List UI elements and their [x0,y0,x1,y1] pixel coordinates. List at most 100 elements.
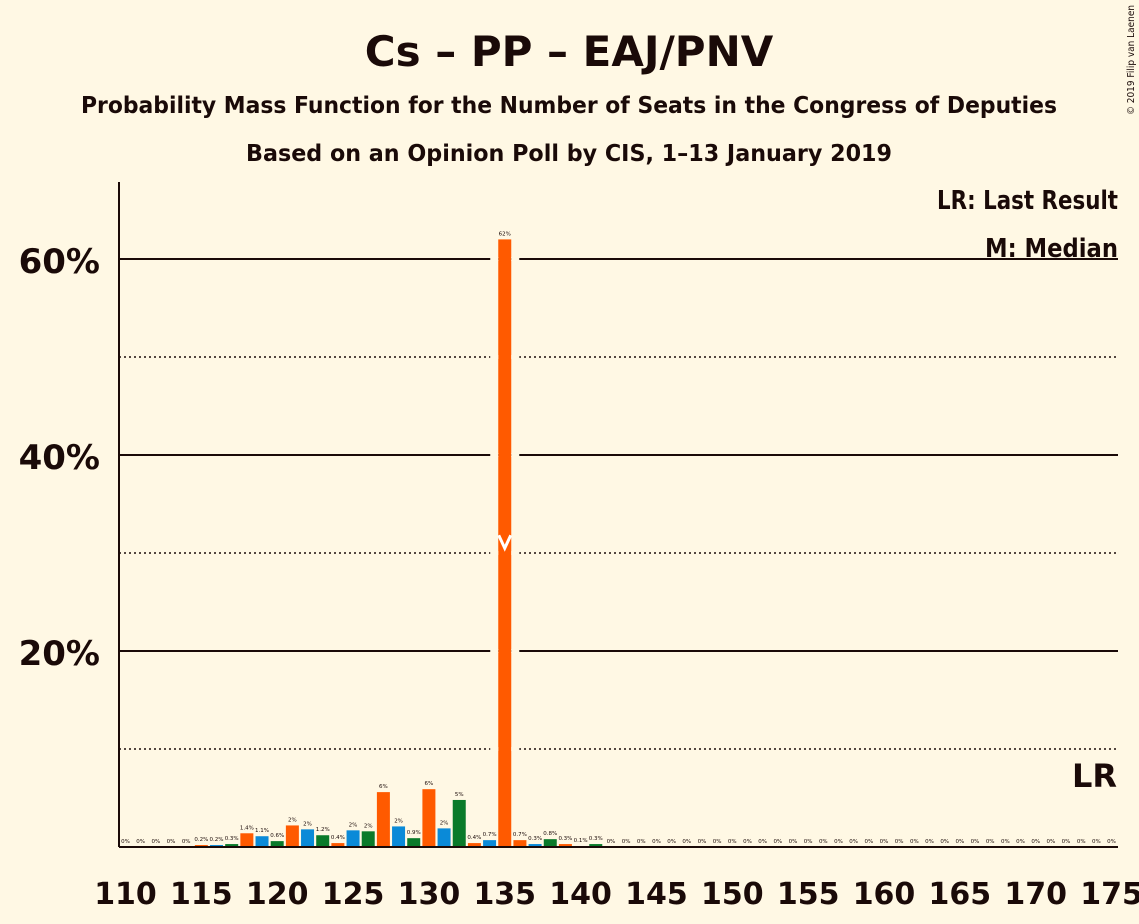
bar-value-label: 0% [1062,839,1071,845]
bar-value-label: 0% [167,839,176,845]
bar-gap [490,355,499,359]
bar-value-label: 0% [834,839,843,845]
bar-value-label: 1.2% [316,827,330,833]
bar-value-label: 0.2% [210,837,224,843]
bar-value-label: 0% [151,839,160,845]
bar [285,825,299,847]
x-tick-label: 125 [322,877,385,912]
bar-gap [490,257,499,261]
bar-value-label: 0% [622,839,631,845]
bar-value-label: 0.7% [513,832,527,838]
bar [528,844,542,847]
bar-value-label: 0% [743,839,752,845]
legend-median: M: Median [985,234,1118,264]
bar-value-label: 0% [804,839,813,845]
bar [392,826,406,847]
bar-value-label: 0% [986,839,995,845]
last-result-marker-label: LR [1072,757,1117,795]
y-tick-label: 60% [19,242,100,282]
bar [467,843,481,847]
bar-gap [511,257,520,261]
x-tick-label: 135 [473,877,536,912]
bar [361,831,375,847]
bar-value-label: 0% [1031,839,1040,845]
bar-gap [490,453,499,457]
bar-gap [511,453,520,457]
x-tick-label: 115 [170,877,233,912]
bar-value-label: 0.3% [589,836,603,842]
x-tick-label: 110 [94,877,157,912]
bar-value-label: 0% [940,839,949,845]
bar-gap [490,747,499,751]
bar-value-label: 0% [1077,839,1086,845]
bar-value-label: 0% [1092,839,1101,845]
bar-value-label: 0.3% [558,836,572,842]
bar-value-label: 0.1% [574,838,588,844]
bar-value-label: 0% [955,839,964,845]
gridlines [119,258,1118,750]
x-tick-label: 170 [1004,877,1067,912]
bar-gap [511,747,520,751]
bar-gap [511,649,520,653]
bar [270,841,284,847]
bar-value-label: 0% [136,839,145,845]
copyright-notice: © 2019 Filip van Laenen [1126,5,1137,115]
bar-gap [511,551,520,555]
x-tick-label: 175 [1080,877,1139,912]
bar-value-label: 0% [849,839,858,845]
bar-value-label: 6% [379,784,388,790]
chart-source: Based on an Opinion Poll by CIS, 1–13 Ja… [246,141,892,167]
bar [437,828,451,847]
bar-value-label: 0.9% [407,830,421,836]
bar-value-label: 0.3% [225,836,239,842]
bar-value-label: 1.1% [255,828,269,834]
x-tick-label: 160 [853,877,916,912]
bar-gap [490,649,499,653]
bar-value-label: 2% [303,821,312,827]
y-tick-label: 40% [19,438,100,478]
bar-value-label: 0.7% [483,832,497,838]
bar [589,844,603,847]
x-tick-label: 130 [398,877,461,912]
bar-value-label: 0.8% [543,831,557,837]
legend-last-result: LR: Last Result [937,186,1118,216]
x-tick-labels: 110 115 120 125 130 135 140 145 150 155 160 165 170 1… [94,877,1139,912]
bar-value-label: 0% [1107,839,1116,845]
bar-value-label: 0% [182,839,191,845]
bar [483,840,497,847]
bar-gap [490,551,499,555]
bar-value-label: 0% [864,839,873,845]
bar-series [194,239,603,847]
bar-value-label: 0% [652,839,661,845]
bar [316,835,330,847]
chart-title: Cs – PP – EAJ/PNV [365,27,774,76]
bar-value-label: 0% [121,839,130,845]
bar [255,836,269,847]
y-tick-label: 20% [19,634,100,674]
bar [452,799,466,847]
bar-value-label: 2% [349,822,358,828]
bar-value-label: 0% [789,839,798,845]
bar [331,843,345,847]
bar-value-label: 0.4% [467,835,481,841]
x-tick-label: 155 [777,877,840,912]
bar [225,844,239,847]
bar-value-label: 0.6% [270,833,284,839]
x-tick-label: 145 [625,877,688,912]
bar-value-label: 0% [607,839,616,845]
bar [240,833,254,847]
x-tick-label: 150 [701,877,764,912]
bar-value-label: 2% [394,818,403,824]
bar-value-label: 0% [698,839,707,845]
bar [301,829,315,847]
bar-value-label: 0% [637,839,646,845]
bar-gap [511,355,520,359]
bar-value-label: 0% [667,839,676,845]
bar-value-label: 62% [499,231,511,237]
axes [118,182,1118,848]
bar [346,830,360,847]
bar [407,838,421,847]
median-marker [497,534,513,552]
